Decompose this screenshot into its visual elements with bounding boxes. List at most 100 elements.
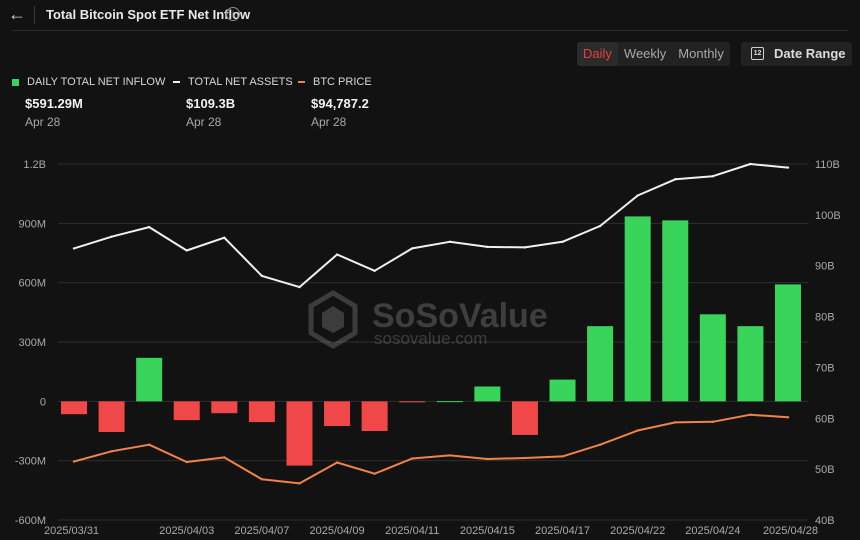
inflow-bar[interactable]	[624, 216, 651, 402]
inflow-bar[interactable]	[98, 401, 125, 432]
btc-price-line	[73, 413, 789, 485]
inflow-bar[interactable]	[775, 284, 801, 402]
orange-line-icon	[298, 81, 305, 84]
net-assets-point	[523, 246, 527, 249]
period-selector: Daily Weekly Monthly	[577, 42, 730, 66]
watermark: SoSoValue sosovalue.com	[308, 290, 548, 349]
inflow-bar[interactable]	[61, 401, 87, 415]
net-assets-point	[335, 253, 339, 256]
info-icon[interactable]: i	[226, 7, 240, 21]
header-divider	[12, 30, 848, 31]
x-tick-label: 2025/04/24	[685, 525, 740, 537]
y-left-tick-label: -600M	[15, 515, 46, 527]
page-title: Total Bitcoin Spot ETF Net Inflow	[46, 7, 251, 22]
btc-price-point	[298, 482, 301, 485]
inflow-bar[interactable]	[436, 401, 463, 403]
btc-price-point	[260, 478, 264, 481]
inflow-bar[interactable]	[211, 401, 238, 414]
y-right-tick-label: 80B	[815, 312, 835, 324]
y-right-tick-label: 90B	[815, 261, 835, 273]
btc-price-point	[72, 460, 76, 463]
net-assets-point	[298, 285, 301, 289]
back-arrow-icon[interactable]: ←	[8, 4, 26, 24]
legend-value-btc: $94,787.2	[311, 96, 369, 111]
btc-price-point	[335, 461, 339, 464]
net-assets-point	[373, 269, 376, 272]
inflow-bar[interactable]	[474, 386, 501, 402]
date-range-button[interactable]: 12 Date Range	[741, 42, 852, 66]
btc-price-point	[411, 457, 414, 460]
y-left-tick-label: 300M	[18, 337, 46, 349]
legend-item-btc: BTC PRICE	[298, 76, 372, 88]
inflow-bar[interactable]	[173, 401, 200, 421]
y-right-tick-label: 70B	[815, 362, 835, 374]
y-right-tick-label: 40B	[815, 515, 835, 527]
inflow-bar[interactable]	[737, 326, 764, 402]
btc-price-point	[448, 454, 451, 457]
btc-price-point	[749, 413, 752, 416]
top-bar: ← Total Bitcoin Spot ETF Net Inflow i	[0, 0, 860, 30]
x-tick-label: 2025/04/15	[460, 525, 515, 537]
inflow-bar[interactable]	[511, 401, 538, 435]
legend-date-inflow: Apr 28	[25, 115, 61, 129]
legend-value-assets: $109.3B	[186, 96, 236, 111]
inflow-bar[interactable]	[549, 379, 576, 402]
x-tick-label: 2025/04/28	[763, 525, 818, 537]
y-left-tick-label: 1.2B	[23, 159, 46, 171]
x-tick-label: 2025/04/11	[385, 525, 439, 537]
inflow-bar[interactable]	[324, 401, 351, 427]
y-left-tick-label: 600M	[18, 278, 46, 290]
net-assets-point	[185, 249, 188, 252]
legend-value-inflow: $591.29M	[25, 96, 83, 111]
x-tick-label: 2025/04/17	[535, 525, 590, 537]
period-monthly-button[interactable]: Monthly	[678, 46, 724, 61]
inflow-bar[interactable]	[248, 401, 275, 423]
total-net-assets-line	[73, 163, 789, 289]
btc-price-point	[147, 443, 151, 446]
legend-item-inflow: DAILY TOTAL NET INFLOW	[12, 76, 165, 88]
y-left-tick-label: 0	[40, 396, 46, 408]
btc-price-point	[185, 460, 188, 464]
inflow-bar[interactable]	[286, 401, 313, 466]
bars	[61, 216, 801, 466]
inflow-bar[interactable]	[361, 401, 388, 431]
legend-item-assets: TOTAL NET ASSETS	[173, 76, 293, 88]
inflow-bar[interactable]	[699, 314, 726, 402]
net-assets-point	[486, 245, 489, 249]
net-assets-point	[749, 162, 752, 166]
net-assets-point	[147, 225, 151, 229]
btc-price-point	[598, 443, 602, 446]
net-assets-point	[72, 247, 76, 250]
calendar-icon: 12	[751, 47, 764, 60]
lines	[72, 162, 790, 485]
watermark-brand: SoSoValue	[372, 297, 548, 335]
net-assets-point	[786, 166, 790, 169]
btc-price-point	[223, 456, 226, 459]
y-left-tick-label: -300M	[15, 456, 46, 468]
green-square-icon	[12, 78, 19, 86]
legend-label: DAILY TOTAL NET INFLOW	[27, 76, 166, 88]
net-assets-point	[110, 235, 113, 238]
axes: 1.2B 900M 600M 300M 0 -300M -600M 110B 100B 90B 80…	[15, 159, 841, 537]
inflow-bar[interactable]	[587, 326, 614, 402]
inflow-bar[interactable]	[136, 357, 163, 402]
inflow-bar[interactable]	[662, 220, 689, 402]
y-right-tick-label: 60B	[815, 413, 835, 425]
btc-price-point	[486, 457, 489, 461]
period-daily-button[interactable]: Daily	[577, 42, 618, 66]
y-right-tick-label: 50B	[815, 464, 835, 476]
net-assets-point	[260, 274, 264, 278]
y-right-tick-label: 100B	[815, 210, 841, 222]
btc-price-point	[373, 472, 376, 475]
legend-label: TOTAL NET ASSETS	[188, 76, 293, 88]
net-assets-point	[711, 175, 715, 178]
btc-price-point	[523, 456, 527, 460]
watermark-url: sosovalue.com	[374, 329, 487, 348]
inflow-bar[interactable]	[399, 401, 426, 403]
x-tick-label: 2025/03/31	[44, 525, 99, 537]
net-assets-point	[223, 236, 226, 239]
period-weekly-button[interactable]: Weekly	[623, 46, 667, 61]
net-assets-point	[561, 240, 564, 244]
divider	[34, 6, 35, 24]
